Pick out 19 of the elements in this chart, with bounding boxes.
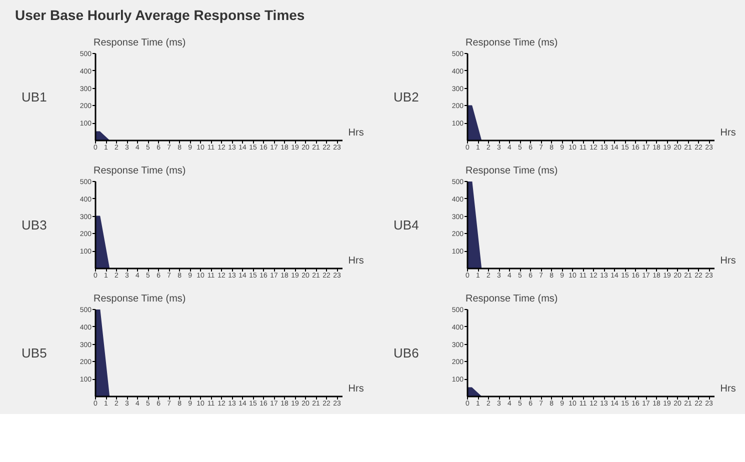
x-axis-title: Hrs: [348, 128, 364, 138]
x-axis-title: Hrs: [720, 128, 736, 138]
y-axis-title: Response Time (ms): [466, 166, 558, 176]
y-axis-title: Response Time (ms): [466, 294, 558, 304]
x-axis-title: Hrs: [348, 384, 364, 394]
text: UB3: [22, 218, 47, 232]
chart-title: User Base Hourly Average Response Times: [15, 6, 305, 25]
text: UB1: [22, 90, 47, 104]
text: UB2: [394, 90, 419, 104]
x-axis-title: Hrs: [720, 256, 736, 266]
text: UB6: [394, 346, 419, 360]
text: UB4: [394, 218, 419, 232]
x-axis-title: Hrs: [720, 384, 736, 394]
y-axis-title: Response Time (ms): [94, 166, 186, 176]
y-axis-title: Response Time (ms): [466, 38, 558, 48]
text: UB5: [22, 346, 47, 360]
x-axis-title: Hrs: [348, 256, 364, 266]
y-axis-title: Response Time (ms): [94, 294, 186, 304]
y-axis-title: Response Time (ms): [94, 38, 186, 48]
